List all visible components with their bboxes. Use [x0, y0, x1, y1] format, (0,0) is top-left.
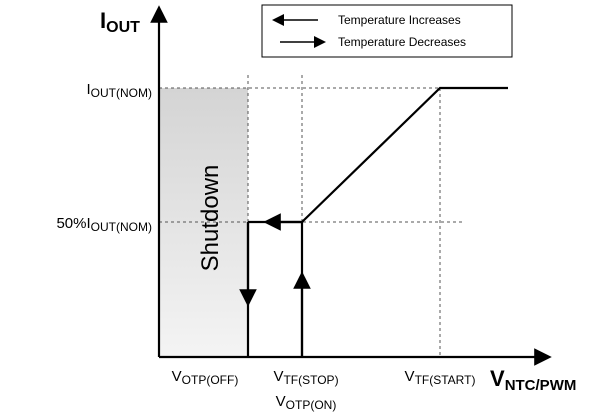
legend-entry: Temperature Increases — [338, 13, 461, 27]
legend-entry: Temperature Decreases — [338, 35, 466, 49]
x-label: VTF(STOP) — [273, 368, 338, 387]
y-label: IOUT(NOM) — [87, 81, 153, 100]
y-label: 50%IOUT(NOM) — [56, 215, 152, 234]
legend — [261, 4, 513, 58]
x-axis-label: VNTC/PWM — [490, 366, 576, 394]
x-label: VOTP(OFF) — [172, 368, 239, 387]
region-label: Shutdown — [197, 165, 224, 272]
x-label: VTF(START) — [405, 368, 476, 387]
y-axis-label: IOUT — [100, 8, 140, 36]
x-label: VOTP(ON) — [276, 393, 337, 412]
curve — [301, 86, 508, 223]
